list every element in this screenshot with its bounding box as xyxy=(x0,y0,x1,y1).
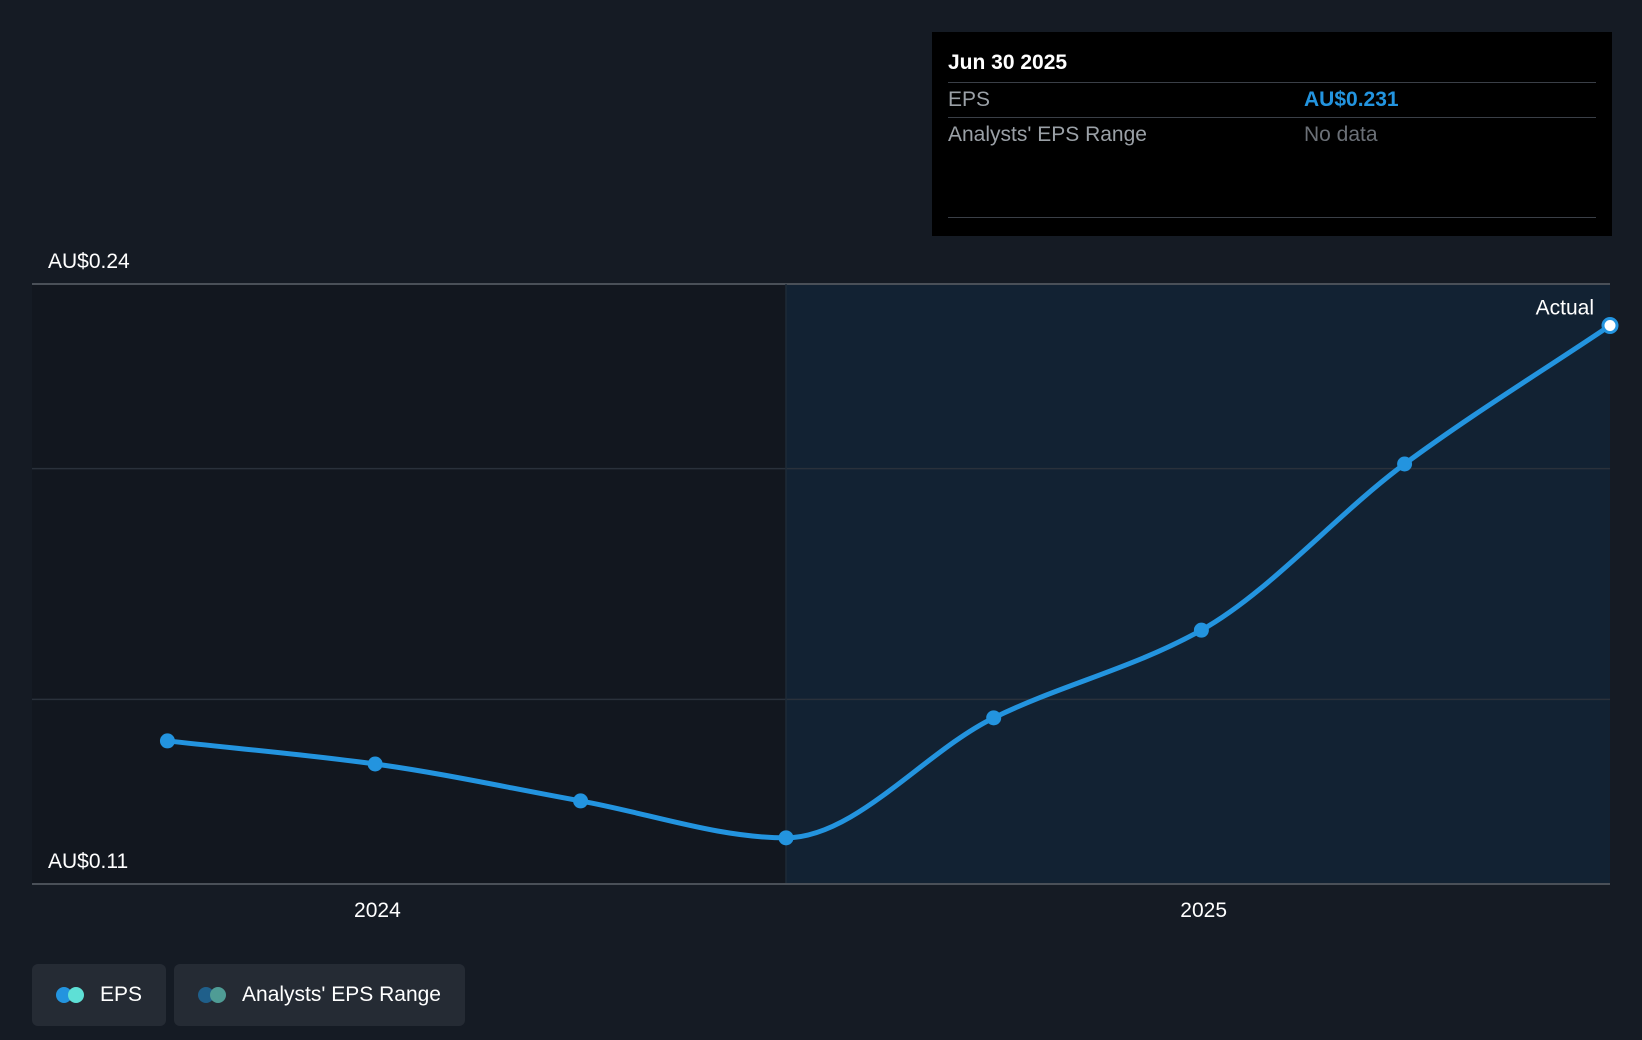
tooltip-range-label: Analysts' EPS Range xyxy=(948,123,1147,146)
legend-dot xyxy=(210,987,227,1003)
eps-point[interactable] xyxy=(778,830,794,846)
legend-range-label: Analysts' EPS Range xyxy=(242,983,441,1006)
eps-tooltip: Jun 30 2025 EPS AU$0.231 Analysts' EPS R… xyxy=(932,32,1612,236)
range-legend-swatch-icon xyxy=(198,987,228,1003)
actual-annotation: Actual xyxy=(1536,297,1594,320)
eps-point[interactable] xyxy=(1397,456,1413,472)
eps-line xyxy=(164,323,1613,841)
tooltip-eps-label: EPS xyxy=(948,88,991,111)
tooltip-range-value: No data xyxy=(1304,123,1378,146)
gridlines xyxy=(32,283,1610,701)
eps-point[interactable] xyxy=(159,733,175,749)
chart-legend: EPS Analysts' EPS Range xyxy=(32,964,465,1026)
tooltip-date: Jun 30 2025 xyxy=(948,48,1596,83)
legend-dot xyxy=(68,987,84,1003)
tooltip-row-eps: EPS AU$0.231 xyxy=(948,83,1596,118)
y-axis-max-label: AU$0.24 xyxy=(48,250,130,273)
eps-point[interactable] xyxy=(367,756,383,772)
past-region-background xyxy=(32,284,787,884)
x-tick-label: 2025 xyxy=(1180,899,1227,922)
eps-series xyxy=(164,323,1613,841)
eps-point[interactable] xyxy=(573,793,589,809)
eps-point-highlighted[interactable] xyxy=(1601,317,1619,335)
eps-legend-swatch-icon xyxy=(56,987,86,1003)
legend-eps-label: EPS xyxy=(100,983,143,1006)
eps-point[interactable] xyxy=(1193,622,1209,638)
tooltip-divider xyxy=(948,217,1596,218)
forecast-region-background xyxy=(786,284,1610,884)
legend-item-analysts-range[interactable]: Analysts' EPS Range xyxy=(174,964,465,1026)
x-tick-label: 2024 xyxy=(354,899,401,922)
legend-item-eps[interactable]: EPS xyxy=(32,964,167,1026)
eps-point[interactable] xyxy=(986,710,1002,726)
y-axis-min-label: AU$0.11 xyxy=(48,850,128,873)
eps-points xyxy=(159,317,1619,846)
tooltip-row-range: Analysts' EPS Range No data xyxy=(948,118,1596,152)
tooltip-eps-value: AU$0.231 xyxy=(1304,88,1399,111)
